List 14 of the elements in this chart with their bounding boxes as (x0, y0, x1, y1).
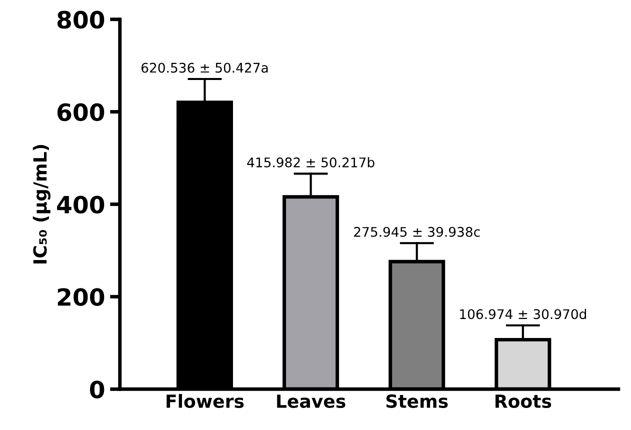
y-tick-label: 800 (57, 10, 104, 29)
data-label: 620.536 ± 50.427a (142, 62, 268, 73)
x-tick-label: Leaves (277, 394, 346, 408)
x-tick-label: Stems (386, 394, 448, 408)
data-label: 275.945 ± 39.938c (354, 226, 480, 237)
x-tick-label: Roots (496, 394, 552, 408)
data-label: 106.974 ± 30.970d (460, 308, 586, 320)
y-tick-label: 0 (90, 380, 104, 398)
x-tick-label: Flowers (166, 394, 244, 408)
y-tick-label: 600 (57, 103, 104, 122)
y-tick-label: 200 (58, 288, 104, 306)
data-label: 415.982 ± 50.217b (247, 157, 374, 168)
y-tick-label: 400 (57, 196, 104, 214)
y-axis-title: IC₅₀ (μg/mL) (32, 144, 50, 264)
